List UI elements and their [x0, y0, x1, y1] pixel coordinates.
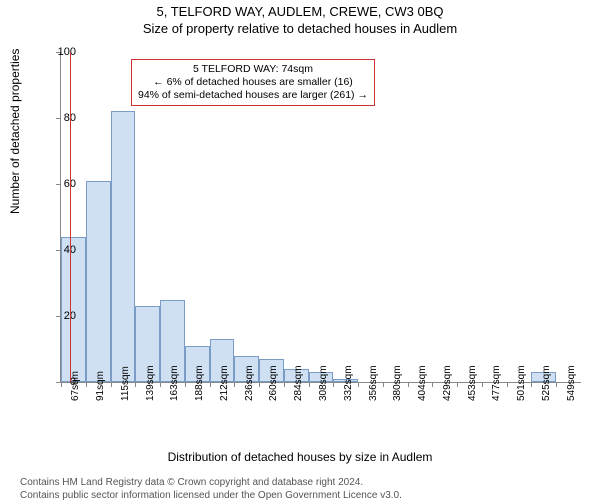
y-tick-label: 40: [46, 244, 76, 256]
footer-text: Contains HM Land Registry data © Crown c…: [20, 476, 402, 502]
y-tick-label: 60: [46, 178, 76, 190]
x-tick-mark: [432, 382, 433, 387]
x-tick-mark: [507, 382, 508, 387]
x-tick-mark: [284, 382, 285, 387]
x-tick-mark: [482, 382, 483, 387]
x-tick-mark: [234, 382, 235, 387]
x-tick-mark: [333, 382, 334, 387]
x-tick-label: 163sqm: [169, 365, 180, 401]
x-tick-label: 332sqm: [343, 365, 354, 401]
chart-area: 5 TELFORD WAY: 74sqm ← 6% of detached ho…: [60, 52, 580, 382]
x-tick-mark: [160, 382, 161, 387]
x-tick-label: 501sqm: [516, 365, 527, 401]
y-axis-label: Number of detached properties: [8, 49, 22, 214]
x-tick-label: 284sqm: [293, 365, 304, 401]
histogram-bar: [86, 181, 111, 382]
x-tick-label: 308sqm: [318, 365, 329, 401]
footer-line2: Contains public sector information licen…: [20, 489, 402, 502]
x-tick-label: 139sqm: [145, 365, 156, 401]
x-tick-label: 356sqm: [368, 365, 379, 401]
annotation-line3: 94% of semi-detached houses are larger (…: [138, 89, 368, 102]
annotation-line2: ← 6% of detached houses are smaller (16): [138, 76, 368, 89]
x-tick-mark: [457, 382, 458, 387]
x-tick-label: 115sqm: [120, 366, 131, 401]
annotation-line1: 5 TELFORD WAY: 74sqm: [138, 63, 368, 76]
chart-title: 5, TELFORD WAY, AUDLEM, CREWE, CW3 0BQ: [0, 4, 600, 19]
chart-subtitle: Size of property relative to detached ho…: [0, 21, 600, 36]
y-tick-label: 0: [46, 376, 76, 388]
footer-line1: Contains HM Land Registry data © Crown c…: [20, 476, 402, 489]
x-tick-mark: [259, 382, 260, 387]
x-tick-label: 380sqm: [392, 365, 403, 401]
x-tick-mark: [111, 382, 112, 387]
x-tick-label: 188sqm: [194, 365, 205, 401]
y-tick-label: 100: [46, 46, 76, 58]
x-tick-label: 260sqm: [268, 365, 279, 401]
x-tick-label: 549sqm: [566, 365, 577, 401]
x-tick-mark: [531, 382, 532, 387]
x-tick-mark: [185, 382, 186, 387]
x-tick-label: 236sqm: [244, 365, 255, 401]
x-tick-label: 429sqm: [442, 365, 453, 401]
x-tick-mark: [135, 382, 136, 387]
x-tick-mark: [86, 382, 87, 387]
x-tick-label: 477sqm: [491, 365, 502, 401]
x-tick-mark: [556, 382, 557, 387]
y-tick-label: 20: [46, 310, 76, 322]
x-tick-mark: [309, 382, 310, 387]
y-tick-label: 80: [46, 112, 76, 124]
x-tick-mark: [383, 382, 384, 387]
annotation-box: 5 TELFORD WAY: 74sqm ← 6% of detached ho…: [131, 59, 375, 106]
x-tick-label: 212sqm: [219, 365, 230, 401]
x-tick-mark: [408, 382, 409, 387]
x-tick-label: 404sqm: [417, 365, 428, 401]
x-tick-label: 453sqm: [467, 365, 478, 401]
x-tick-mark: [210, 382, 211, 387]
histogram-bar: [111, 111, 136, 382]
x-axis-label: Distribution of detached houses by size …: [0, 450, 600, 464]
highlight-line: [70, 52, 71, 382]
x-tick-label: 525sqm: [541, 365, 552, 401]
x-tick-label: 91sqm: [95, 371, 106, 401]
plot-region: 5 TELFORD WAY: 74sqm ← 6% of detached ho…: [60, 52, 581, 383]
x-tick-mark: [358, 382, 359, 387]
